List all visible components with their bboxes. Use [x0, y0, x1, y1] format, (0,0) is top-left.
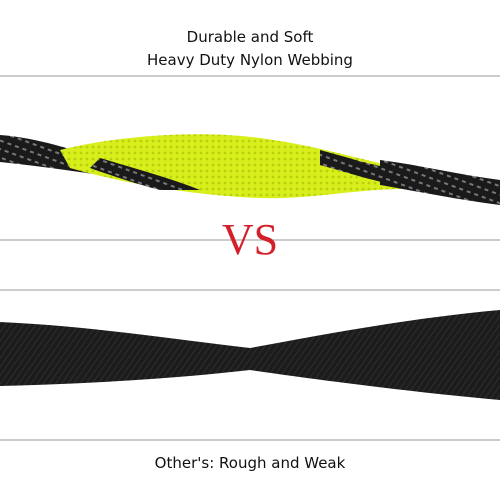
strap-image-quality — [0, 134, 500, 205]
header-line1: Durable and Soft — [187, 28, 314, 46]
footer-text: Other's: Rough and Weak — [155, 454, 346, 472]
header-line2: Heavy Duty Nylon Webbing — [147, 51, 353, 69]
strap-image-other — [0, 310, 500, 400]
vs-label: VS — [222, 215, 278, 264]
